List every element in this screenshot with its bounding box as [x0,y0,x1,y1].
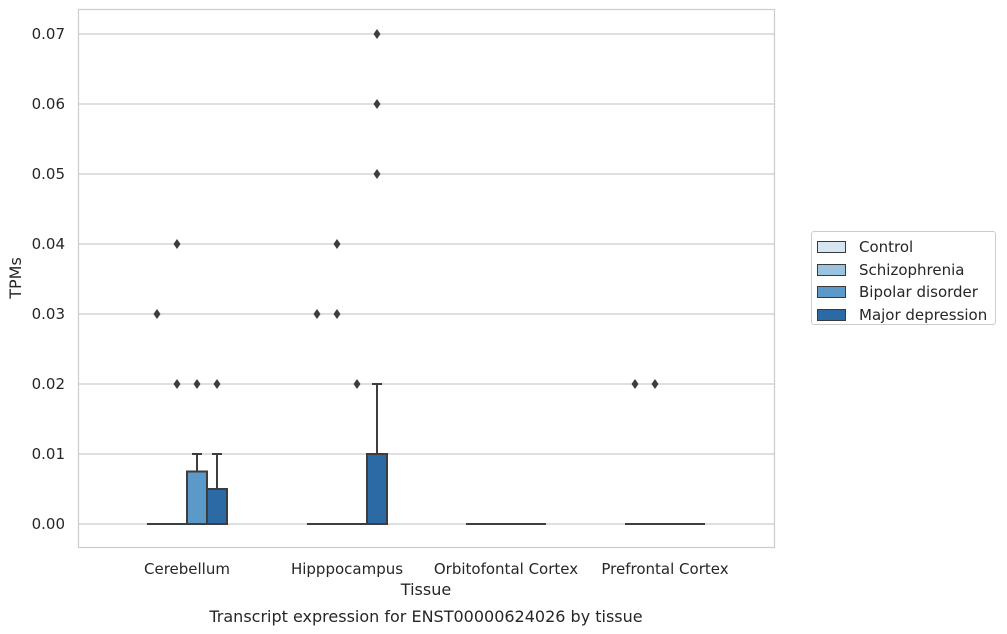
outlier-point [213,379,221,389]
legend-item-schizophrenia: Schizophrenia [817,259,995,282]
box [206,488,228,525]
outlier-point [651,379,659,389]
outlier-point [173,379,181,389]
x-tick-label: Prefrontal Cortex [601,560,728,578]
x-axis-ticks: Cerebellum Hipppocampus Orbitofontal Corte… [144,560,729,578]
legend: Control Schizophrenia Bipolar disorder M… [811,231,996,325]
outlier-point [333,239,341,249]
box [186,470,208,525]
plot-frame [77,8,776,549]
y-tick-label: 0.02 [32,375,65,393]
outlier-point [173,239,181,249]
outlier-point [313,309,321,319]
legend-swatch-control [817,241,846,254]
legend-label: Schizophrenia [859,260,965,279]
legend-item-bipolar-disorder: Bipolar disorder [817,281,995,304]
y-tick-label: 0.06 [32,95,65,113]
x-axis-label: Tissue [400,580,451,599]
y-axis-label: TPMs [6,257,25,300]
y-tick-label: 0.00 [32,515,65,533]
y-tick-label: 0.07 [32,25,65,43]
y-tick-label: 0.04 [32,235,65,253]
outlier-point [353,379,361,389]
outlier-point [333,309,341,319]
chart-title: Transcript expression for ENST0000062402… [208,607,642,626]
box-plot-marks [147,29,705,525]
legend-swatch-major-depression [817,308,846,321]
legend-label: Control [859,238,914,257]
legend-item-control: Control [817,236,995,259]
legend-swatch-schizophrenia [817,263,846,276]
x-tick-label: Cerebellum [144,560,230,578]
legend-label: Major depression [859,305,988,324]
legend-item-major-depression: Major depression [817,304,995,327]
y-tick-label: 0.05 [32,165,65,183]
outlier-point [193,379,201,389]
y-axis-ticks: 0.00 0.01 0.02 0.03 0.04 0.05 0.06 0.07 [32,25,65,533]
legend-label: Bipolar disorder [859,283,978,302]
outlier-point [373,29,381,39]
box [366,453,388,525]
outlier-point [373,169,381,179]
x-tick-label: Orbitofontal Cortex [434,560,578,578]
outlier-point [631,379,639,389]
legend-swatch-bipolar-disorder [817,286,846,299]
gridlines [78,33,775,525]
y-tick-label: 0.01 [32,445,65,463]
outlier-point [153,309,161,319]
outlier-point [373,99,381,109]
x-tick-label: Hipppocampus [291,560,403,578]
y-tick-label: 0.03 [32,305,65,323]
